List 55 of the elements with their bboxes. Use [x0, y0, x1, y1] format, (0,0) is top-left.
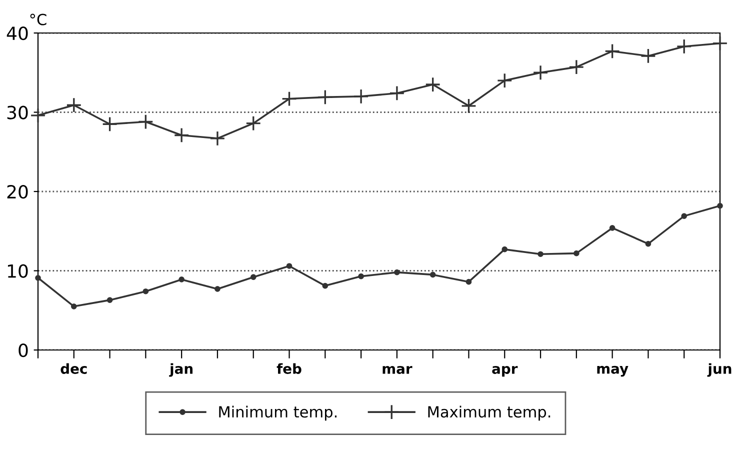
point: [30, 108, 46, 124]
point: [676, 38, 692, 54]
point: [106, 297, 113, 303]
point: [466, 278, 472, 285]
point: [430, 272, 436, 278]
point: [178, 276, 184, 282]
point: [640, 48, 656, 64]
point: [66, 97, 82, 113]
y-tick-label: 30: [7, 106, 28, 120]
x-tick-label: dec: [60, 363, 87, 374]
point: [142, 288, 149, 294]
point: [538, 251, 544, 258]
y-tick-label: 40: [6, 26, 28, 40]
point: [645, 240, 652, 247]
point: [317, 89, 333, 105]
point: [568, 59, 584, 75]
point: [35, 274, 41, 281]
point: [681, 213, 688, 219]
legend-label: Maximum temp.: [428, 406, 550, 421]
point: [502, 246, 508, 252]
y-tick-label: 10: [8, 264, 28, 278]
point: [138, 114, 154, 130]
point: [174, 127, 190, 144]
point: [322, 282, 328, 289]
point: [281, 91, 298, 107]
x-tick-label: jan: [169, 363, 193, 377]
point: [712, 36, 728, 52]
point: [358, 273, 364, 280]
point: [389, 85, 405, 102]
point: [717, 202, 723, 209]
point: [609, 225, 616, 231]
point: [574, 250, 580, 256]
y-tick-label: 20: [7, 184, 28, 199]
legend-label: Minimum temp.: [219, 406, 337, 421]
point: [353, 88, 369, 104]
y-axis-title: °C: [30, 14, 46, 26]
point: [286, 263, 292, 269]
point: [460, 98, 477, 114]
point: [532, 64, 548, 80]
point: [210, 130, 226, 146]
point: [496, 72, 512, 88]
x-tick-label: mar: [382, 366, 412, 374]
point: [102, 116, 118, 132]
x-tick-label: feb: [276, 363, 302, 374]
point: [214, 286, 220, 292]
point: [70, 303, 77, 310]
point: [394, 269, 400, 276]
x-tick-label: may: [597, 366, 628, 377]
point: [604, 43, 620, 60]
y-tick-label: 0: [18, 343, 28, 358]
point: [425, 76, 441, 92]
point: [246, 116, 262, 132]
x-tick-label: jun: [707, 363, 732, 377]
x-tick-label: apr: [492, 366, 518, 377]
point: [250, 274, 256, 280]
